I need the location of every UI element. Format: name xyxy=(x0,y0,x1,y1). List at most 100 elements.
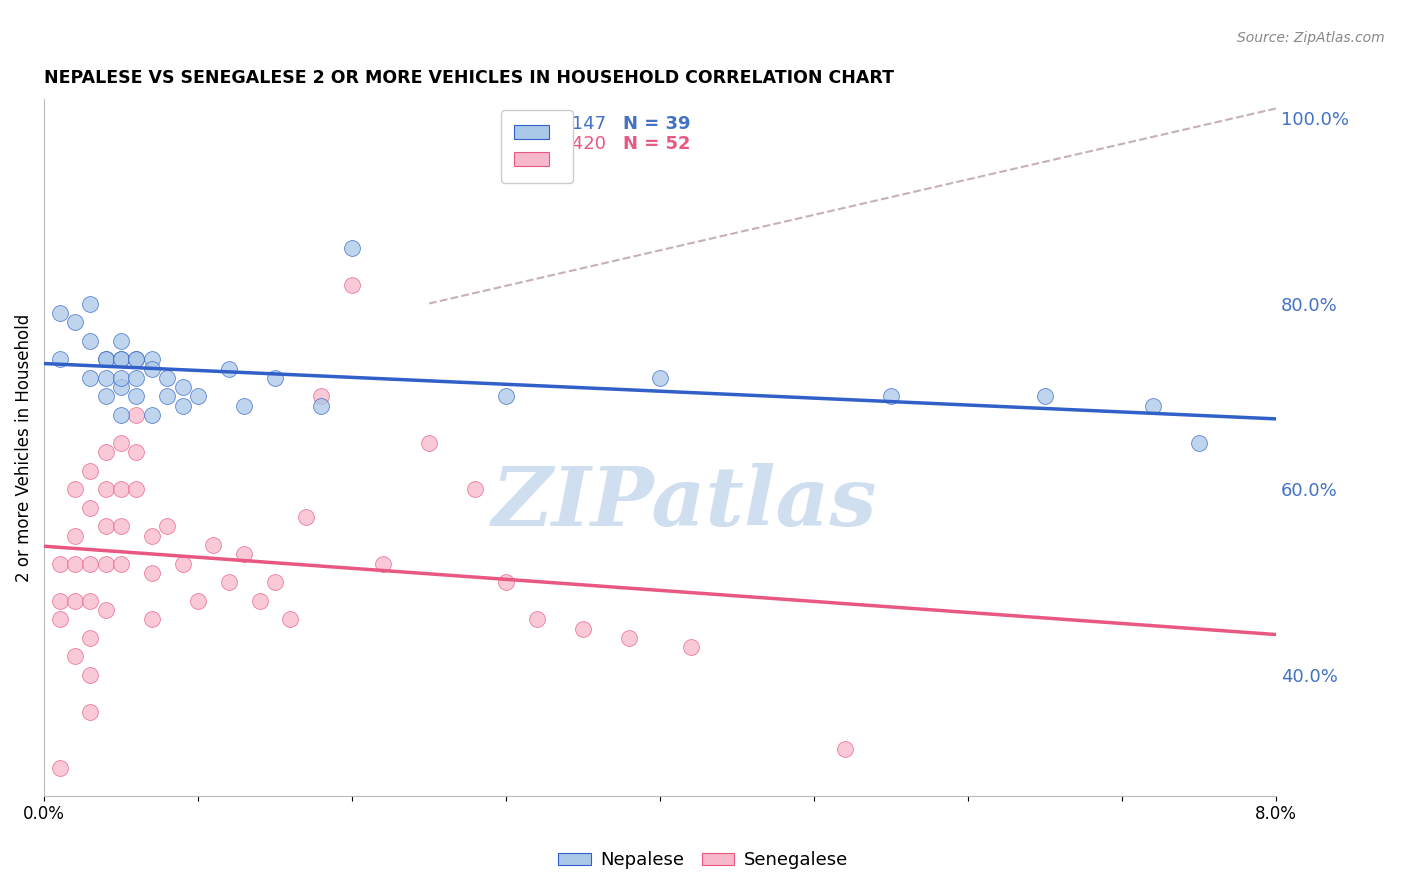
Point xyxy=(264,371,287,385)
Point xyxy=(125,483,148,497)
Y-axis label: 2 or more Vehicles in Household: 2 or more Vehicles in Household xyxy=(15,313,32,582)
Point xyxy=(156,389,179,403)
Text: NEPALESE VS SENEGALESE 2 OR MORE VEHICLES IN HOUSEHOLD CORRELATION CHART: NEPALESE VS SENEGALESE 2 OR MORE VEHICLE… xyxy=(44,69,894,87)
Point xyxy=(110,334,132,348)
Point xyxy=(156,371,179,385)
Point xyxy=(311,389,333,403)
Point xyxy=(79,500,101,515)
Point xyxy=(79,705,101,719)
Point xyxy=(340,241,363,255)
Point xyxy=(94,371,117,385)
Point xyxy=(125,352,148,367)
Point xyxy=(172,399,194,413)
Point xyxy=(110,380,132,394)
Point xyxy=(572,622,595,636)
Point xyxy=(1142,399,1164,413)
Point xyxy=(94,389,117,403)
Point xyxy=(63,557,86,571)
Point xyxy=(264,575,287,590)
Point xyxy=(110,519,132,533)
Point xyxy=(172,557,194,571)
Point xyxy=(79,371,101,385)
Point xyxy=(202,538,225,552)
Point xyxy=(63,315,86,329)
Point xyxy=(79,593,101,607)
Point xyxy=(648,371,671,385)
Point xyxy=(63,483,86,497)
Point xyxy=(218,575,240,590)
Point xyxy=(48,593,70,607)
Point xyxy=(94,603,117,617)
Point xyxy=(141,361,163,376)
Text: N = 39: N = 39 xyxy=(623,114,690,133)
Point xyxy=(141,408,163,422)
Point xyxy=(141,612,163,626)
Point xyxy=(94,519,117,533)
Point xyxy=(63,649,86,664)
Point xyxy=(311,399,333,413)
Point xyxy=(125,389,148,403)
Point xyxy=(94,445,117,459)
Point xyxy=(110,371,132,385)
Point xyxy=(340,277,363,292)
Point xyxy=(834,742,856,756)
Text: ZIPatlas: ZIPatlas xyxy=(492,463,877,543)
Point xyxy=(141,352,163,367)
Point xyxy=(110,435,132,450)
Point xyxy=(79,668,101,682)
Legend: Nepalese, Senegalese: Nepalese, Senegalese xyxy=(550,842,856,879)
Point xyxy=(495,389,517,403)
Point xyxy=(464,483,486,497)
Point xyxy=(233,547,256,561)
Legend: , : , xyxy=(501,111,572,183)
Point xyxy=(125,352,148,367)
Point xyxy=(48,352,70,367)
Point xyxy=(79,557,101,571)
Point xyxy=(125,408,148,422)
Point xyxy=(141,566,163,580)
Point xyxy=(619,631,641,645)
Point xyxy=(48,557,70,571)
Point xyxy=(110,483,132,497)
Point xyxy=(94,483,117,497)
Point xyxy=(94,557,117,571)
Point xyxy=(79,334,101,348)
Point xyxy=(110,352,132,367)
Text: R =  0.420: R = 0.420 xyxy=(510,136,606,153)
Point xyxy=(679,640,702,655)
Point xyxy=(1188,435,1211,450)
Point xyxy=(79,464,101,478)
Text: N = 52: N = 52 xyxy=(623,136,690,153)
Point xyxy=(526,612,548,626)
Point xyxy=(141,529,163,543)
Point xyxy=(371,557,394,571)
Point xyxy=(880,389,903,403)
Point xyxy=(295,510,318,524)
Point xyxy=(94,352,117,367)
Point xyxy=(495,575,517,590)
Point xyxy=(125,371,148,385)
Point xyxy=(63,593,86,607)
Text: Source: ZipAtlas.com: Source: ZipAtlas.com xyxy=(1237,31,1385,45)
Point xyxy=(63,529,86,543)
Point xyxy=(110,352,132,367)
Point xyxy=(48,612,70,626)
Point xyxy=(249,593,271,607)
Point xyxy=(218,361,240,376)
Point xyxy=(125,445,148,459)
Point xyxy=(418,435,440,450)
Point xyxy=(94,352,117,367)
Point xyxy=(79,631,101,645)
Point xyxy=(48,306,70,320)
Point xyxy=(156,519,179,533)
Point xyxy=(233,399,256,413)
Point xyxy=(280,612,302,626)
Point xyxy=(187,389,209,403)
Point xyxy=(172,380,194,394)
Point xyxy=(79,296,101,310)
Point xyxy=(187,593,209,607)
Point xyxy=(110,408,132,422)
Point xyxy=(110,557,132,571)
Text: R =  0.147: R = 0.147 xyxy=(510,114,606,133)
Point xyxy=(1033,389,1056,403)
